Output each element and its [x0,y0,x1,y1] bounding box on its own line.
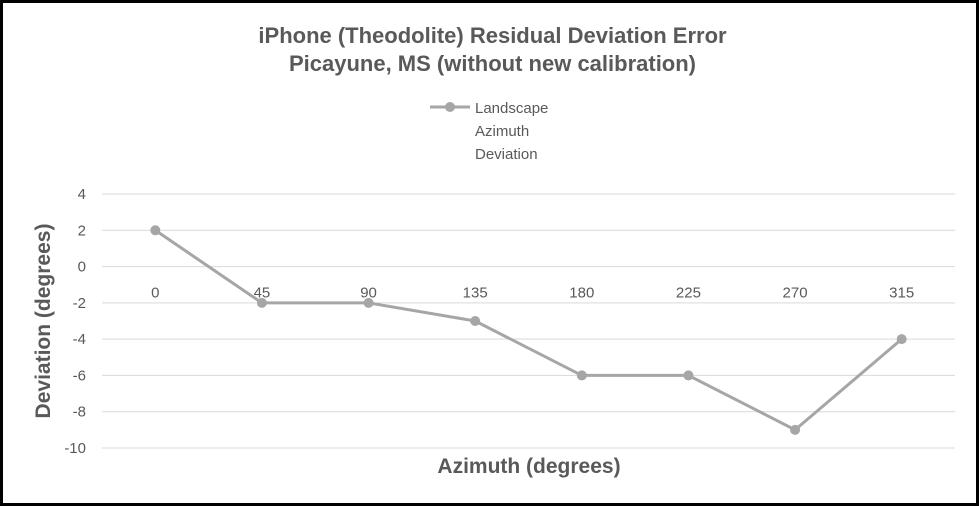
data-point [683,370,694,381]
y-tick-label: 0 [78,259,86,276]
data-point [150,225,161,236]
legend-label-line-1: Landscape [475,100,548,117]
x-tick-label: 90 [360,285,377,302]
data-point [576,370,587,381]
series-line [154,229,903,432]
y-tick-label: -10 [64,440,86,457]
x-tick-label: 135 [463,285,488,302]
chart-title-line-1: iPhone (Theodolite) Residual Deviation E… [258,23,727,48]
x-tick-label: 315 [889,285,914,302]
y-tick-label: -2 [73,295,86,312]
x-tick-label: 0 [151,285,159,302]
y-tick-label: 4 [78,186,86,203]
legend-dot-marker [445,102,455,112]
chart-title-line-2: Picayune, MS (without new calibration) [288,51,697,76]
data-point [790,424,801,435]
y-axis-tick-labels: 4 2 0 -2 -4 -6 -8 -10 [64,186,86,457]
y-axis-title: Deviation (degrees) [32,224,55,419]
y-tick-label: -6 [73,367,86,384]
data-point [256,297,267,308]
x-axis-tick-labels: 0 45 90 135 180 225 270 315 [151,285,914,302]
x-tick-label: 45 [254,285,271,302]
data-point [470,316,481,326]
gridlines [102,193,955,449]
x-axis-title: Azimuth (degrees) [437,455,620,478]
y-tick-label: -4 [73,331,86,348]
y-tick-label: -8 [73,404,86,421]
x-tick-label: 225 [676,285,701,302]
legend-label-line-3: Deviation [475,146,538,163]
data-point [363,297,374,308]
legend-label-line-2: Azimuth [475,123,529,140]
y-tick-label: 2 [78,222,86,239]
x-tick-label: 270 [783,285,808,302]
legend: Landscape Azimuth Deviation [430,100,548,163]
x-tick-label: 180 [569,285,594,302]
data-point [896,334,907,345]
series-landscape-azimuth-deviation [150,225,907,435]
